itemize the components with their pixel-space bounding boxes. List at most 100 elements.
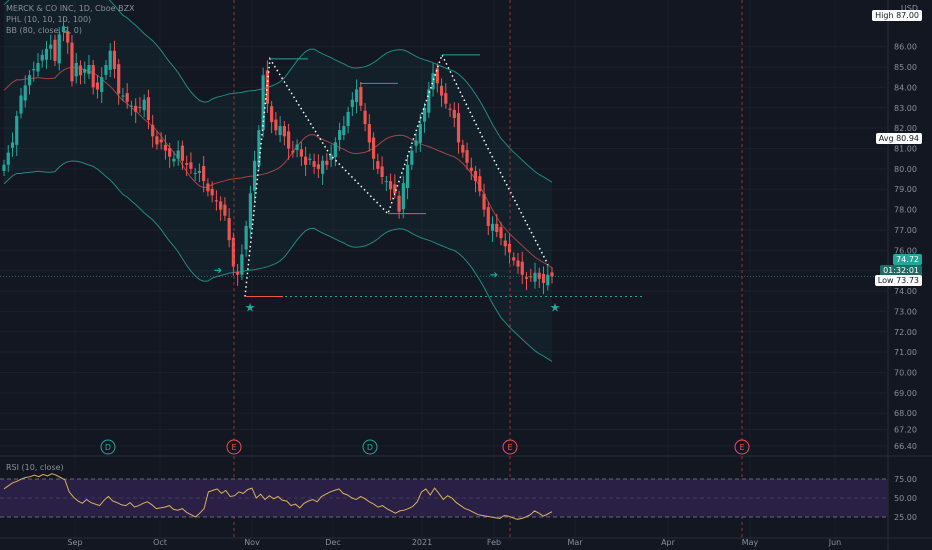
- candle-body: [159, 139, 163, 143]
- y-tick-label: 80.00: [894, 165, 917, 174]
- star-icon: ★: [245, 300, 256, 314]
- candle-body: [257, 130, 261, 166]
- y-tick-label: 79.00: [894, 185, 917, 194]
- candle-body: [393, 184, 397, 194]
- avg-label: Avg: [878, 134, 894, 143]
- candle-body: [253, 160, 257, 191]
- y-tick-label: 66.40: [894, 442, 917, 451]
- candle-body: [87, 65, 91, 74]
- earnings-badge: [226, 439, 242, 455]
- candle-body: [304, 156, 308, 165]
- candle-body: [121, 95, 125, 97]
- rsi-legend[interactable]: RSI (10, close): [6, 463, 64, 472]
- candle-body: [40, 54, 44, 61]
- candle-body: [516, 260, 520, 267]
- candle-body: [546, 274, 550, 286]
- candle-body: [401, 183, 405, 210]
- candle-body: [172, 158, 176, 162]
- candle-body: [482, 193, 486, 210]
- candle-body: [431, 73, 435, 90]
- candle-body: [134, 105, 138, 112]
- candle-body: [397, 195, 401, 212]
- x-tick-label: May: [742, 538, 759, 547]
- candle-body: [265, 70, 269, 104]
- candle-body: [210, 188, 214, 196]
- candle-body: [282, 126, 286, 137]
- candle-body: [541, 273, 546, 283]
- rsi-tick-label: 75.00: [894, 475, 917, 484]
- bb-legend[interactable]: BB (80, close, 2, 0): [6, 26, 82, 35]
- x-tick-label: Sep: [67, 538, 82, 547]
- bb-fill-area: [4, 0, 552, 362]
- candle-body: [422, 107, 427, 122]
- x-tick-label: 2021: [412, 538, 432, 547]
- candle-body: [359, 87, 363, 106]
- currency-label: USD: [900, 4, 918, 13]
- candle-body: [138, 106, 142, 108]
- x-tick-label: Feb: [487, 538, 501, 547]
- candle-body: [15, 115, 19, 145]
- candle-body: [270, 106, 274, 123]
- candle-body: [189, 162, 193, 169]
- x-tick-label: Nov: [244, 538, 260, 547]
- candle-body: [185, 163, 189, 165]
- rsi-tick-label: 50.00: [894, 494, 917, 503]
- phl-legend[interactable]: PHL (10, 10, 10, 100): [6, 15, 92, 24]
- low-label: Low: [877, 276, 894, 285]
- candle-body: [299, 149, 303, 157]
- bollinger-band-fill: [4, 0, 552, 362]
- y-tick-label: 72.00: [894, 328, 917, 337]
- candle-body: [223, 204, 227, 216]
- candle-body: [350, 99, 354, 107]
- y-tick-label: 83.00: [894, 104, 917, 113]
- candle-body: [405, 164, 410, 189]
- candle-body: [444, 93, 448, 104]
- y-tick-label: 77.00: [894, 226, 917, 235]
- candle-body: [278, 126, 282, 136]
- arrow-right-icon: ➔: [490, 270, 498, 281]
- candle-body: [27, 75, 32, 86]
- candle-body: [66, 31, 70, 43]
- candle-body: [363, 110, 367, 125]
- candle-body: [112, 50, 117, 70]
- bb-lower-band: [3, 160, 553, 362]
- event-letter: E: [507, 443, 512, 452]
- candle-body: [325, 160, 329, 165]
- pattern-lines: ★ ★ ➔ ➔: [0, 52, 888, 314]
- low-price-label: Low 73.73: [874, 275, 922, 286]
- high-label: High: [875, 11, 894, 20]
- symbol-legend[interactable]: MERCK & CO INC, 1D, Cboe BZX: [6, 4, 135, 13]
- candle-body: [163, 144, 168, 151]
- candle-body: [427, 89, 431, 113]
- candle-body: [308, 158, 312, 160]
- earnings-badge: [502, 439, 518, 455]
- candle-body: [342, 126, 346, 136]
- candle-body: [533, 272, 537, 282]
- candle-body: [550, 272, 554, 277]
- candle-body: [346, 111, 350, 127]
- candle-body: [439, 85, 444, 96]
- candle-body: [180, 145, 185, 161]
- bb-basis: [3, 66, 553, 269]
- bollinger-bands: [3, 0, 553, 362]
- candle-body: [418, 124, 422, 143]
- x-tick-label: Mar: [567, 538, 583, 547]
- candle-body: [129, 105, 134, 107]
- candle-body: [321, 160, 325, 174]
- dividend-badge: [362, 439, 378, 455]
- event-letter: D: [105, 443, 111, 452]
- candle-body: [435, 68, 439, 84]
- rsi-band: [0, 479, 888, 517]
- candle-body: [240, 254, 244, 275]
- y-tick-label: 71.00: [894, 348, 917, 357]
- candle-body: [291, 150, 295, 153]
- candle-body: [49, 44, 53, 49]
- countdown-label: 01:32:01: [880, 265, 922, 276]
- avg-value: 80.94: [896, 134, 919, 143]
- candle-body: [529, 276, 533, 278]
- y-tick-label: 68.00: [894, 409, 917, 418]
- candle-body: [354, 89, 359, 103]
- candle-body: [490, 223, 495, 231]
